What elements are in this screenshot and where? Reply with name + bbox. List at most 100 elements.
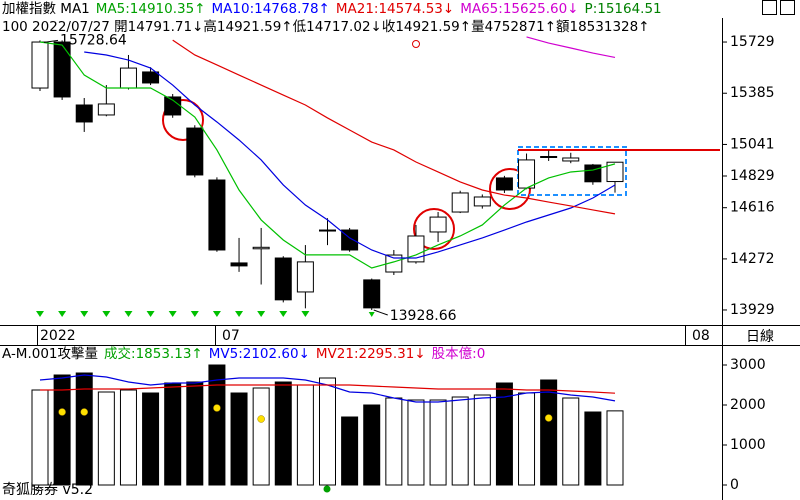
candle-body	[31, 41, 49, 89]
volume-bar	[53, 374, 71, 486]
y-tick-label: 15041	[730, 136, 775, 152]
volume-bar	[495, 382, 513, 486]
candle-body	[562, 157, 580, 162]
signal-marker	[279, 311, 288, 317]
volume-bar	[186, 381, 204, 486]
signal-marker	[36, 311, 44, 317]
volume-bar	[473, 394, 491, 486]
candle-body	[252, 246, 270, 250]
y-tick-label: 3000	[730, 357, 766, 373]
x-tick-label: 2022	[40, 328, 76, 344]
volume-bar	[274, 381, 292, 486]
header-item: MV5:2102.60↓	[209, 346, 310, 362]
volume-bar	[296, 384, 314, 486]
y-tick-label: 14829	[730, 168, 775, 184]
candle-body	[53, 41, 71, 98]
candle-body	[274, 257, 292, 301]
volume-bar	[363, 404, 381, 486]
signal-marker	[212, 311, 221, 317]
signal-marker	[257, 311, 266, 317]
header-item: MA5:14910.35↑	[96, 1, 206, 17]
y-tick-label: 15729	[730, 34, 775, 50]
volume-bar	[119, 389, 137, 486]
candle-body	[186, 127, 204, 176]
signal-marker	[235, 311, 244, 317]
y-tick-label: 14272	[730, 251, 775, 267]
signal-marker	[301, 311, 310, 317]
header-item: 加權指數 MA1	[2, 1, 90, 17]
highlight-box	[517, 146, 627, 196]
header-item: MA21:14574.53↓	[336, 1, 454, 17]
header-item: A-M.001攻擊量	[2, 345, 98, 362]
volume-bar	[562, 397, 580, 486]
volume-bar	[407, 399, 425, 486]
candle-body	[407, 235, 425, 263]
y-tick-label: 13929	[730, 302, 775, 318]
y-tick-label: 15385	[730, 85, 775, 101]
volume-bar	[584, 411, 602, 486]
header-item: 股本億:0	[432, 346, 486, 362]
candle-body	[495, 177, 513, 191]
subheader: 100 2022/07/27 開14791.71↓高14921.59↑低1471…	[2, 18, 650, 35]
candle-body	[75, 104, 93, 123]
volume-bar	[97, 391, 115, 486]
volume-bar	[252, 387, 270, 486]
annotation: 13928.66	[390, 308, 457, 324]
volume-bar	[230, 392, 248, 486]
volume-bar	[341, 416, 359, 486]
candle-body	[319, 229, 336, 232]
signal-marker	[368, 312, 375, 317]
volume-bar	[429, 399, 447, 486]
volume-bar	[319, 377, 336, 486]
candle-body	[296, 261, 314, 293]
candle-body	[451, 192, 469, 213]
header-item: MA65:15625.60↓	[460, 1, 578, 17]
volume-dot	[58, 408, 66, 416]
volume-bar	[606, 410, 624, 486]
candle-body	[230, 262, 248, 267]
volume-bar	[208, 364, 226, 486]
x-tick-label: 07	[222, 328, 240, 344]
header-item: MV21:2295.31↓	[316, 346, 426, 362]
candle-body	[606, 161, 624, 183]
leader	[43, 39, 59, 43]
marker	[323, 485, 331, 493]
y-tick-label: 14616	[730, 200, 775, 216]
candle-body	[142, 71, 160, 84]
ma-line	[39, 41, 616, 269]
candle-body	[473, 196, 491, 207]
candle-body	[363, 279, 381, 309]
candle-body	[119, 67, 137, 89]
marker	[412, 40, 420, 48]
signal-marker	[190, 311, 199, 317]
volume-header: A-M.001攻擊量 成交:1853.13↑ MV5:2102.60↓ MV21:22…	[2, 345, 485, 362]
candle-body	[540, 155, 558, 158]
header-item: 成交:1853.13↑	[104, 345, 203, 362]
signal-marker	[80, 311, 89, 317]
period-label: 日線	[746, 329, 774, 345]
volume-bar	[451, 396, 469, 486]
volume-dot	[544, 414, 553, 422]
volume-dot	[257, 415, 265, 423]
window-button[interactable]	[780, 0, 795, 15]
header: 加權指數 MA1 MA5:14910.35↑ MA10:14768.78↑ MA21:…	[2, 1, 662, 17]
candle-body	[97, 103, 115, 116]
candle-body	[584, 164, 602, 183]
volume-bar	[540, 379, 558, 486]
volume-bar	[142, 392, 160, 486]
volume-bar	[164, 382, 182, 486]
volume-dot	[80, 408, 88, 416]
window-button[interactable]	[762, 0, 777, 15]
volume-bar	[31, 389, 49, 486]
ma-line	[526, 36, 616, 59]
signal-marker	[58, 311, 67, 317]
y-tick-label: 2000	[730, 397, 766, 413]
ma-line	[172, 39, 616, 215]
volume-bar	[518, 392, 536, 486]
signal-markers	[36, 311, 375, 317]
x-tick-label: 08	[692, 328, 710, 344]
volume-dot	[213, 404, 221, 412]
volume-ma-line	[40, 384, 616, 394]
